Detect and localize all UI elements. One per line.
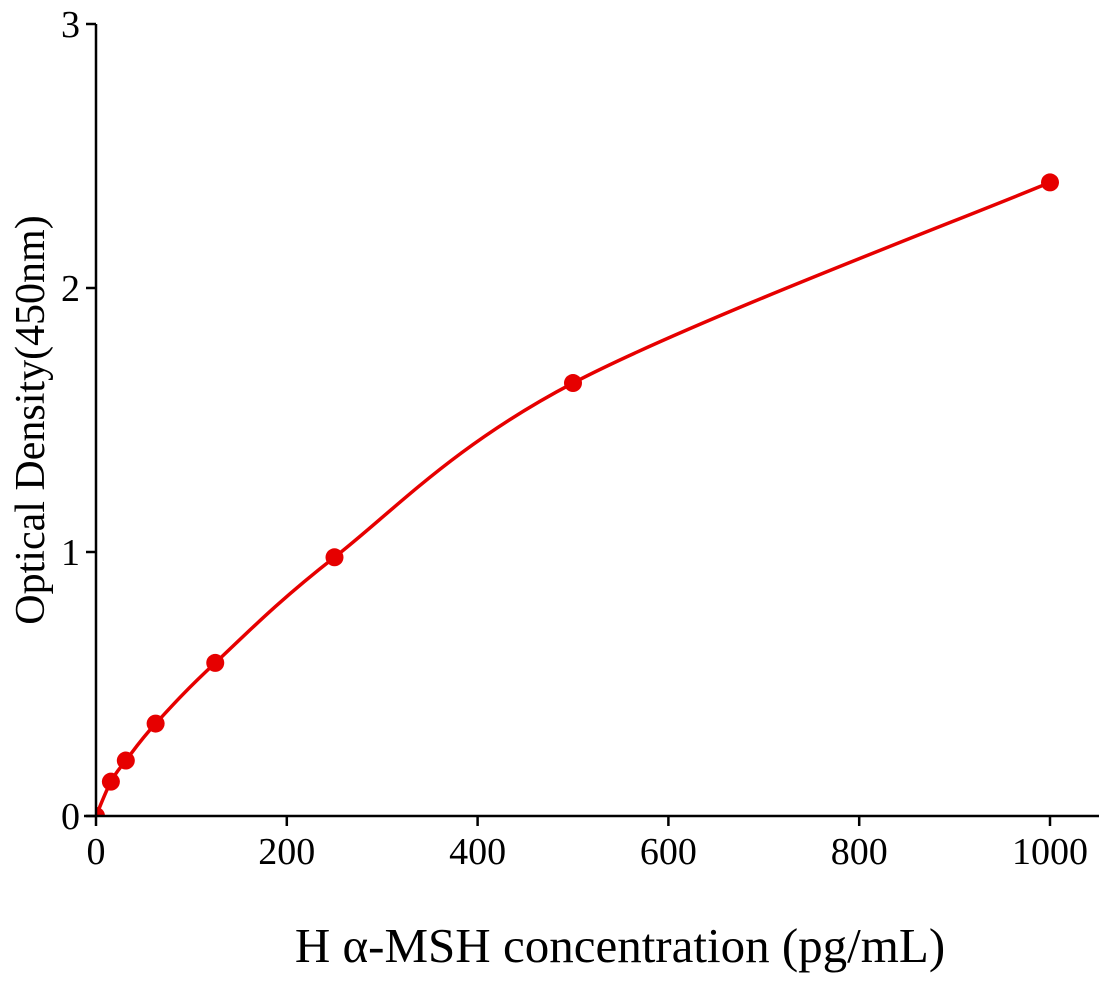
y-ticks: 0 1 2 3	[61, 4, 96, 838]
data-points-layer	[96, 173, 1059, 816]
fit-curve-layer	[96, 180, 1051, 816]
x-tick-label: 600	[640, 831, 697, 873]
fit-curve	[96, 180, 1051, 816]
x-tick-label: 1000	[1012, 831, 1088, 873]
x-axis-label: H α-MSH concentration (pg/mL)	[295, 918, 945, 973]
data-point	[101, 772, 120, 791]
data-point	[206, 653, 225, 672]
x-tick-label: 400	[449, 831, 506, 873]
x-tick-label: 0	[87, 831, 106, 873]
data-point	[1041, 173, 1059, 192]
data-point	[116, 751, 135, 770]
data-point	[96, 807, 105, 816]
y-tick-label: 1	[61, 532, 80, 574]
data-point	[325, 548, 344, 567]
y-axis-label: Optical Density(450nm)	[8, 215, 54, 624]
x-tick-label: 200	[258, 831, 315, 873]
y-tick-label: 3	[61, 4, 80, 46]
data-point	[564, 374, 582, 393]
x-tick-label: 800	[831, 831, 888, 873]
y-tick-label: 2	[61, 268, 80, 310]
data-point	[146, 714, 165, 733]
y-tick-label: 0	[61, 796, 80, 838]
x-ticks: 0 200 400 600 800 1000	[87, 816, 1088, 873]
